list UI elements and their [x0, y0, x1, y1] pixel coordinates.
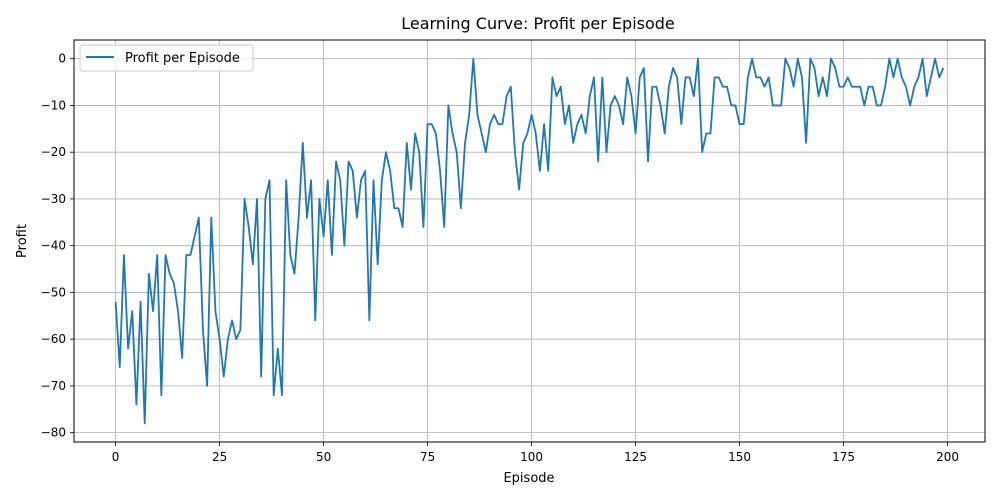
y-axis-ticks: −80 −70 −60 −50 −40 −30 −20 −10 0	[41, 52, 74, 440]
x-axis-label: Episode	[503, 471, 554, 486]
x-tick-label: 25	[212, 450, 227, 464]
legend: Profit per Episode	[79, 44, 254, 72]
y-axis-label: Profit	[15, 224, 30, 258]
x-tick-label: 150	[728, 450, 751, 464]
y-tick-label: −30	[41, 192, 66, 206]
x-tick-label: 200	[936, 450, 959, 464]
x-tick-label: 175	[832, 450, 855, 464]
x-tick-label: 75	[420, 450, 435, 464]
legend-label: Profit per Episode	[125, 51, 240, 66]
y-tick-label: −80	[41, 426, 66, 440]
y-tick-label: −20	[41, 145, 66, 159]
x-tick-label: 100	[520, 450, 543, 464]
x-tick-label: 125	[624, 450, 647, 464]
grid	[74, 40, 985, 442]
x-tick-label: 50	[316, 450, 331, 464]
x-axis-ticks: 0 25 50 75 100 125 150 175 200	[112, 442, 959, 464]
y-tick-label: −50	[41, 285, 66, 299]
series-lines	[114, 57, 945, 425]
y-tick-label: −10	[41, 98, 66, 112]
y-tick-label: −70	[41, 379, 66, 393]
plot-frame	[73, 39, 986, 443]
legend-frame	[79, 44, 254, 72]
y-tick-label: 0	[58, 52, 66, 66]
y-tick-label: −60	[41, 332, 66, 346]
chart-title: Learning Curve: Profit per Episode	[401, 14, 675, 33]
y-tick-label: −40	[41, 239, 66, 253]
x-tick-label: 0	[112, 450, 120, 464]
series-line	[114, 57, 945, 425]
